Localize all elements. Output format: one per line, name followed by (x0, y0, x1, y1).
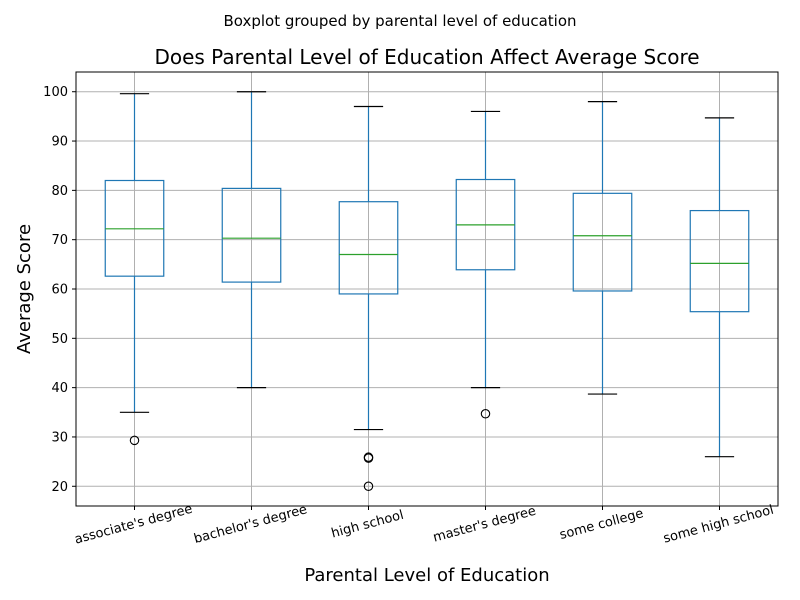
box-group (689, 117, 750, 458)
chart-title: Does Parental Level of Education Affect … (154, 45, 699, 69)
grid-lines (76, 72, 778, 506)
x-tick-label: bachelor's degree (192, 502, 308, 547)
y-tick-label: 20 (51, 480, 68, 495)
iqr-box (689, 209, 750, 313)
y-tick-label: 90 (51, 135, 68, 150)
x-tick-label: master's degree (432, 504, 538, 546)
x-tick-label: high school (330, 508, 406, 542)
box-group (221, 91, 282, 389)
outlier-point (480, 409, 491, 419)
iqr-box (221, 187, 282, 283)
x-axis-label: Parental Level of Education (304, 565, 549, 586)
figure-suptitle: Boxplot grouped by parental level of edu… (223, 12, 576, 30)
x-tick-label: some college (558, 506, 645, 543)
iqr-box (572, 192, 633, 292)
x-tick-label: some high school (662, 503, 776, 547)
outlier-point (363, 481, 374, 492)
box-group (338, 105, 399, 492)
iqr-box (338, 201, 399, 295)
y-tick-label: 50 (51, 332, 68, 347)
y-tick-label: 80 (51, 184, 68, 199)
y-axis-ticks: 20 30 40 50 60 70 80 90 100 (43, 85, 76, 495)
outlier-point (363, 452, 374, 462)
y-tick-label: 30 (51, 430, 68, 445)
box-group (104, 93, 165, 446)
box-group (572, 100, 633, 395)
outlier-point (129, 435, 140, 446)
x-tick-label: associate's degree (73, 502, 194, 548)
y-axis-label: Average Score (14, 224, 35, 354)
y-tick-label: 70 (51, 233, 68, 248)
y-tick-label: 100 (43, 85, 68, 100)
y-tick-label: 40 (51, 381, 68, 396)
box-group (455, 110, 516, 419)
y-tick-label: 60 (51, 283, 68, 298)
box-series (104, 91, 750, 492)
